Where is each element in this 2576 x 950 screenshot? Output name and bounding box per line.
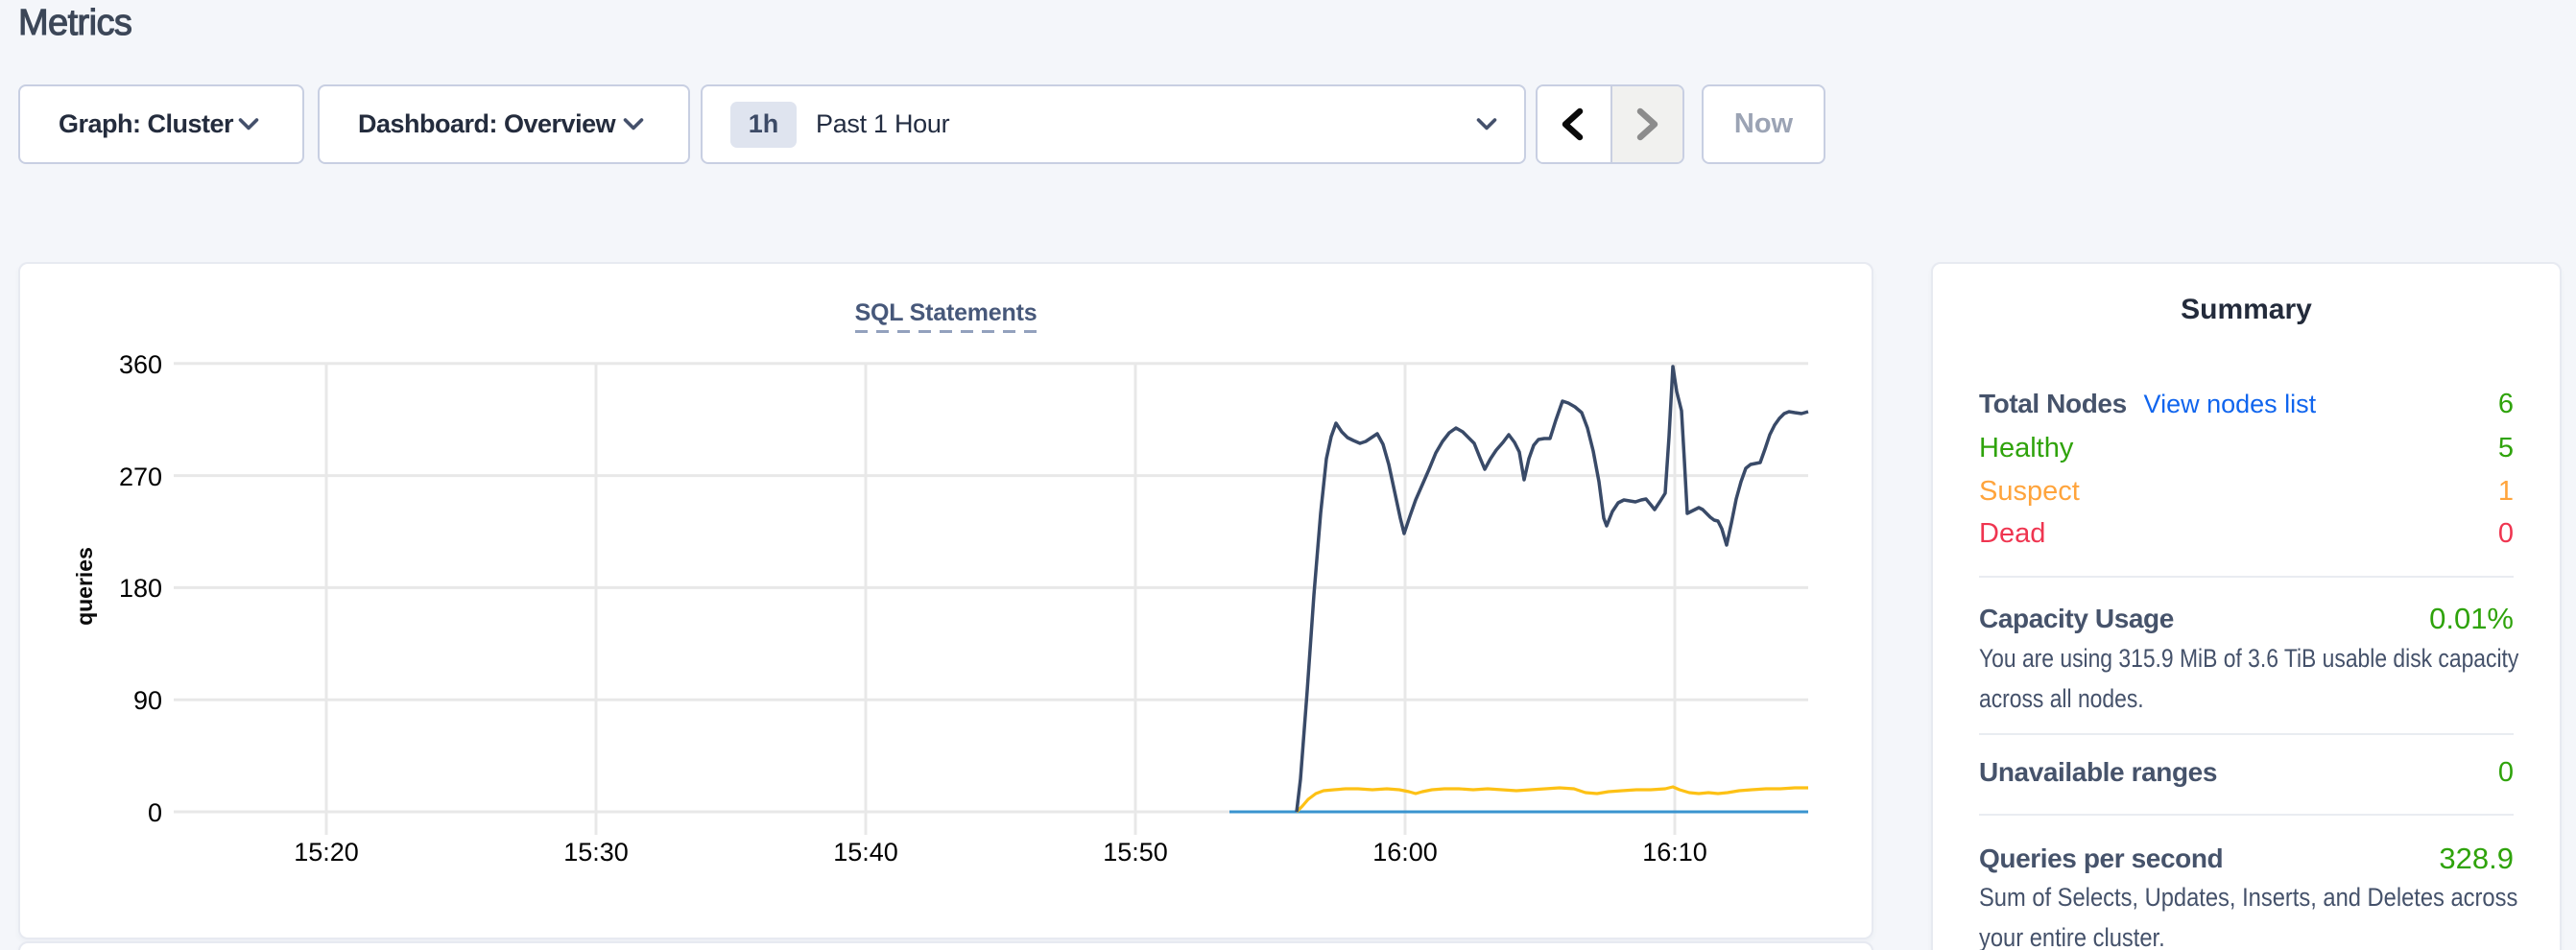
svg-text:180: 180	[119, 574, 162, 603]
svg-text:90: 90	[133, 686, 162, 715]
svg-text:360: 360	[119, 350, 162, 379]
svg-text:15:50: 15:50	[1103, 838, 1168, 867]
svg-text:16:10: 16:10	[1642, 838, 1707, 867]
svg-text:0: 0	[148, 798, 162, 827]
svg-text:15:30: 15:30	[563, 838, 629, 867]
svg-text:16:00: 16:00	[1372, 838, 1438, 867]
svg-text:15:20: 15:20	[294, 838, 359, 867]
svg-text:queries: queries	[72, 547, 97, 626]
svg-text:270: 270	[119, 463, 162, 491]
svg-text:15:40: 15:40	[833, 838, 898, 867]
